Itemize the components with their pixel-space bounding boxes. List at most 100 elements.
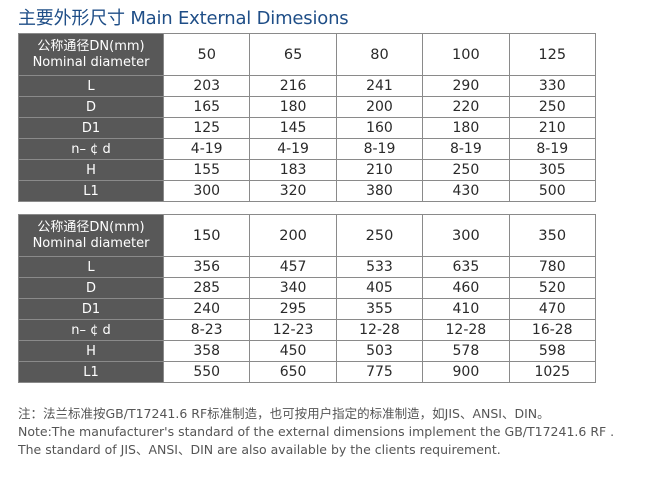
diameter-cell: 125	[508, 33, 596, 76]
value-cell: 200	[335, 96, 424, 118]
value-cell: 8-19	[422, 138, 510, 160]
value-cell: 356	[162, 256, 251, 278]
value-cell: 457	[249, 256, 337, 278]
row-label-h: H	[18, 159, 164, 181]
value-cell: 300	[162, 180, 251, 202]
value-cell: 180	[249, 96, 337, 118]
row-label-bolt-holes: n– ¢ d	[18, 138, 164, 160]
diameter-cell: 150	[162, 214, 251, 257]
value-cell: 295	[249, 298, 337, 320]
row-label-bolt-holes: n– ¢ d	[18, 319, 164, 341]
diameter-cell: 100	[422, 33, 510, 76]
dimensions-table-2: 公称通径DN(mm) Nominal diameter 150 200 250 …	[18, 214, 596, 383]
value-cell: 598	[508, 340, 596, 362]
value-cell: 241	[335, 75, 424, 97]
notes-section: 注：法兰标准按GB/T17241.6 RF标准制造，也可按用户指定的标准制造，如…	[18, 405, 663, 459]
nominal-diameter-label-cn: 公称通径DN(mm)	[37, 219, 145, 235]
nominal-diameter-label-en: Nominal diameter	[32, 54, 150, 70]
nominal-diameter-row: 公称通径DN(mm) Nominal diameter 150 200 250 …	[18, 214, 596, 257]
table-row-bolt-holes: n– ¢ d 4-19 4-19 8-19 8-19 8-19	[18, 138, 596, 160]
nominal-diameter-label: 公称通径DN(mm) Nominal diameter	[18, 33, 164, 76]
value-cell: 285	[162, 277, 251, 299]
nominal-diameter-row: 公称通径DN(mm) Nominal diameter 50 65 80 100…	[18, 33, 596, 76]
value-cell: 340	[249, 277, 337, 299]
row-label-d1: D1	[18, 298, 164, 320]
value-cell: 405	[335, 277, 424, 299]
table-row-d: D 285 340 405 460 520	[18, 277, 596, 299]
value-cell: 145	[249, 117, 337, 139]
value-cell: 8-19	[335, 138, 424, 160]
value-cell: 203	[162, 75, 251, 97]
row-label-l: L	[18, 75, 164, 97]
diameter-cell: 80	[335, 33, 424, 76]
value-cell: 330	[508, 75, 596, 97]
row-label-l1: L1	[18, 180, 164, 202]
dimensions-table-1: 公称通径DN(mm) Nominal diameter 50 65 80 100…	[18, 33, 596, 202]
value-cell: 775	[335, 361, 424, 383]
value-cell: 1025	[508, 361, 596, 383]
value-cell: 500	[508, 180, 596, 202]
note-english-line-2: The standard of JIS、ANSI、DIN are also av…	[18, 442, 501, 457]
row-label-h: H	[18, 340, 164, 362]
table-row-h: H 155 183 210 250 305	[18, 159, 596, 181]
value-cell: 210	[508, 117, 596, 139]
row-label-d: D	[18, 277, 164, 299]
value-cell: 470	[508, 298, 596, 320]
diameter-cell: 50	[162, 33, 251, 76]
value-cell: 8-19	[508, 138, 596, 160]
value-cell: 180	[422, 117, 510, 139]
value-cell: 12-28	[422, 319, 510, 341]
value-cell: 8-23	[162, 319, 251, 341]
diameter-cell: 200	[249, 214, 337, 257]
table-row-d: D 165 180 200 220 250	[18, 96, 596, 118]
value-cell: 780	[508, 256, 596, 278]
value-cell: 410	[422, 298, 510, 320]
table-row-l: L 356 457 533 635 780	[18, 256, 596, 278]
value-cell: 12-28	[335, 319, 424, 341]
table-row-bolt-holes: n– ¢ d 8-23 12-23 12-28 12-28 16-28	[18, 319, 596, 341]
value-cell: 305	[508, 159, 596, 181]
row-label-l1: L1	[18, 361, 164, 383]
diameter-cell: 250	[335, 214, 424, 257]
value-cell: 635	[422, 256, 510, 278]
value-cell: 165	[162, 96, 251, 118]
value-cell: 550	[162, 361, 251, 383]
table-row-l1: L1 550 650 775 900 1025	[18, 361, 596, 383]
table-row-h: H 358 450 503 578 598	[18, 340, 596, 362]
value-cell: 216	[249, 75, 337, 97]
value-cell: 533	[335, 256, 424, 278]
value-cell: 430	[422, 180, 510, 202]
value-cell: 12-23	[249, 319, 337, 341]
value-cell: 4-19	[249, 138, 337, 160]
value-cell: 900	[422, 361, 510, 383]
value-cell: 4-19	[162, 138, 251, 160]
value-cell: 210	[335, 159, 424, 181]
diameter-cell: 300	[422, 214, 510, 257]
value-cell: 380	[335, 180, 424, 202]
table-row-d1: D1 125 145 160 180 210	[18, 117, 596, 139]
value-cell: 250	[508, 96, 596, 118]
value-cell: 240	[162, 298, 251, 320]
note-english-line-1: Note:The manufacturer's standard of the …	[18, 424, 615, 439]
value-cell: 450	[249, 340, 337, 362]
page-title: 主要外形尺寸 Main External Dimesions	[18, 8, 349, 29]
value-cell: 125	[162, 117, 251, 139]
value-cell: 460	[422, 277, 510, 299]
value-cell: 520	[508, 277, 596, 299]
value-cell: 155	[162, 159, 251, 181]
value-cell: 220	[422, 96, 510, 118]
value-cell: 16-28	[508, 319, 596, 341]
value-cell: 578	[422, 340, 510, 362]
value-cell: 290	[422, 75, 510, 97]
value-cell: 250	[422, 159, 510, 181]
nominal-diameter-label: 公称通径DN(mm) Nominal diameter	[18, 214, 164, 257]
row-label-d1: D1	[18, 117, 164, 139]
table-row-l1: L1 300 320 380 430 500	[18, 180, 596, 202]
value-cell: 355	[335, 298, 424, 320]
diameter-cell: 350	[508, 214, 596, 257]
value-cell: 650	[249, 361, 337, 383]
table-row-d1: D1 240 295 355 410 470	[18, 298, 596, 320]
nominal-diameter-label-en: Nominal diameter	[32, 235, 150, 251]
row-label-l: L	[18, 256, 164, 278]
value-cell: 503	[335, 340, 424, 362]
